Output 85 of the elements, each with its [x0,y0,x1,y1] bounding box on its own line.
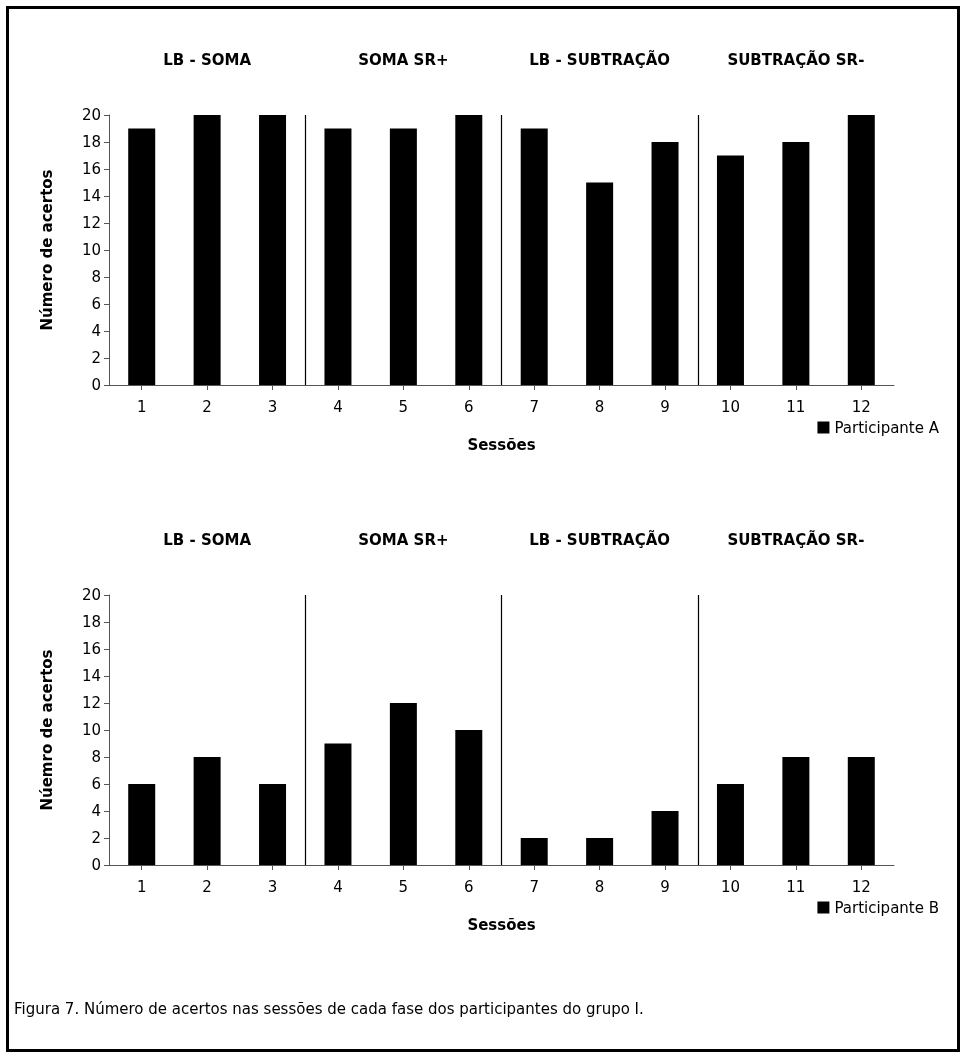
bar [716,784,744,865]
bar [782,757,810,865]
bar [389,703,417,865]
bar [259,115,287,385]
y-tick-label: 8 [91,268,101,286]
x-tick-label: 1 [136,397,147,416]
x-tick-label: 8 [594,397,605,416]
text: SOMA SR+ [358,51,449,69]
x-tick-label: 9 [660,397,670,416]
text: Figura 7. Número de acertos nas sessões de cada fase dos participantes do grupo I. [14,1000,644,1018]
bar [128,128,156,385]
bar [520,128,548,385]
bar [455,730,483,865]
legend-label: Participante B [834,898,940,917]
y-tick-label: 18 [81,613,101,631]
bar [324,128,352,385]
bar [586,838,614,865]
y-tick-label: 6 [91,775,101,793]
y-tick-label: 20 [81,106,101,124]
y-tick-label: 14 [81,667,101,685]
y-tick-label: 8 [91,748,101,766]
y-tick-label: 16 [81,640,101,658]
x-tick-label: 3 [267,397,278,416]
text: LB - SOMA [163,51,252,69]
x-tick-label: 7 [529,877,539,896]
x-tick-label: 3 [267,877,278,896]
bar [716,155,744,385]
x-tick-label: 5 [398,397,409,416]
text: SOMA SR+ [358,531,449,549]
x-tick-label: 6 [464,877,474,896]
text: SUBTRAÇÃO SR- [727,530,865,549]
x-tick-label: 4 [333,397,343,416]
y-tick-label: 10 [81,241,101,259]
bar [651,142,679,385]
y-tick-label: 20 [81,586,101,604]
y-tick-label: 0 [91,856,101,874]
y-tick-label: 14 [81,187,101,205]
x-tick-label: 2 [202,397,212,416]
x-tick-label: 11 [786,397,806,416]
text: SUBTRAÇÃO SR- [727,50,865,69]
bar [847,757,875,865]
x-tick-label: 4 [333,877,343,896]
x-tick-label: 12 [851,397,871,416]
x-tick-label: 9 [660,877,670,896]
bar [651,811,679,865]
y-tick-label: 18 [81,133,101,151]
x-tick-label: 5 [398,877,409,896]
x-tick-label: 6 [464,397,474,416]
bar [389,128,417,385]
y-tick-label: 12 [81,214,101,232]
x-axis-title: Sessões [467,435,536,454]
x-axis-title: Sessões [467,915,536,934]
legend-label: Participante A [834,418,940,437]
y-tick-label: 16 [81,160,101,178]
x-tick-label: 1 [136,877,147,896]
bar [324,743,352,865]
bar [128,784,156,865]
y-tick-label: 10 [81,721,101,739]
bar [586,182,614,385]
bar [193,115,221,385]
x-tick-label: 12 [851,877,871,896]
x-tick-label: 10 [720,877,741,896]
y-tick-label: 2 [91,829,101,847]
y-tick-label: 4 [91,322,101,340]
text: LB - SUBTRAÇÃO [529,50,671,69]
text: LB - SOMA [163,531,252,549]
bar [782,142,810,385]
bar [455,115,483,385]
text: LB - SUBTRAÇÃO [529,530,671,549]
y-axis-title: Núemro de acertos [37,649,56,811]
bar [193,757,221,865]
x-tick-label: 7 [529,397,539,416]
y-axis-title: Número de acertos [37,169,56,331]
x-tick-label: 11 [786,877,806,896]
x-tick-label: 10 [720,397,741,416]
y-tick-label: 4 [91,802,101,820]
bar [259,784,287,865]
x-tick-label: 8 [594,877,605,896]
y-tick-label: 0 [91,376,101,394]
y-tick-label: 2 [91,349,101,367]
bar [847,115,875,385]
y-tick-label: 12 [81,694,101,712]
bar [520,838,548,865]
y-tick-label: 6 [91,295,101,313]
x-tick-label: 2 [202,877,212,896]
